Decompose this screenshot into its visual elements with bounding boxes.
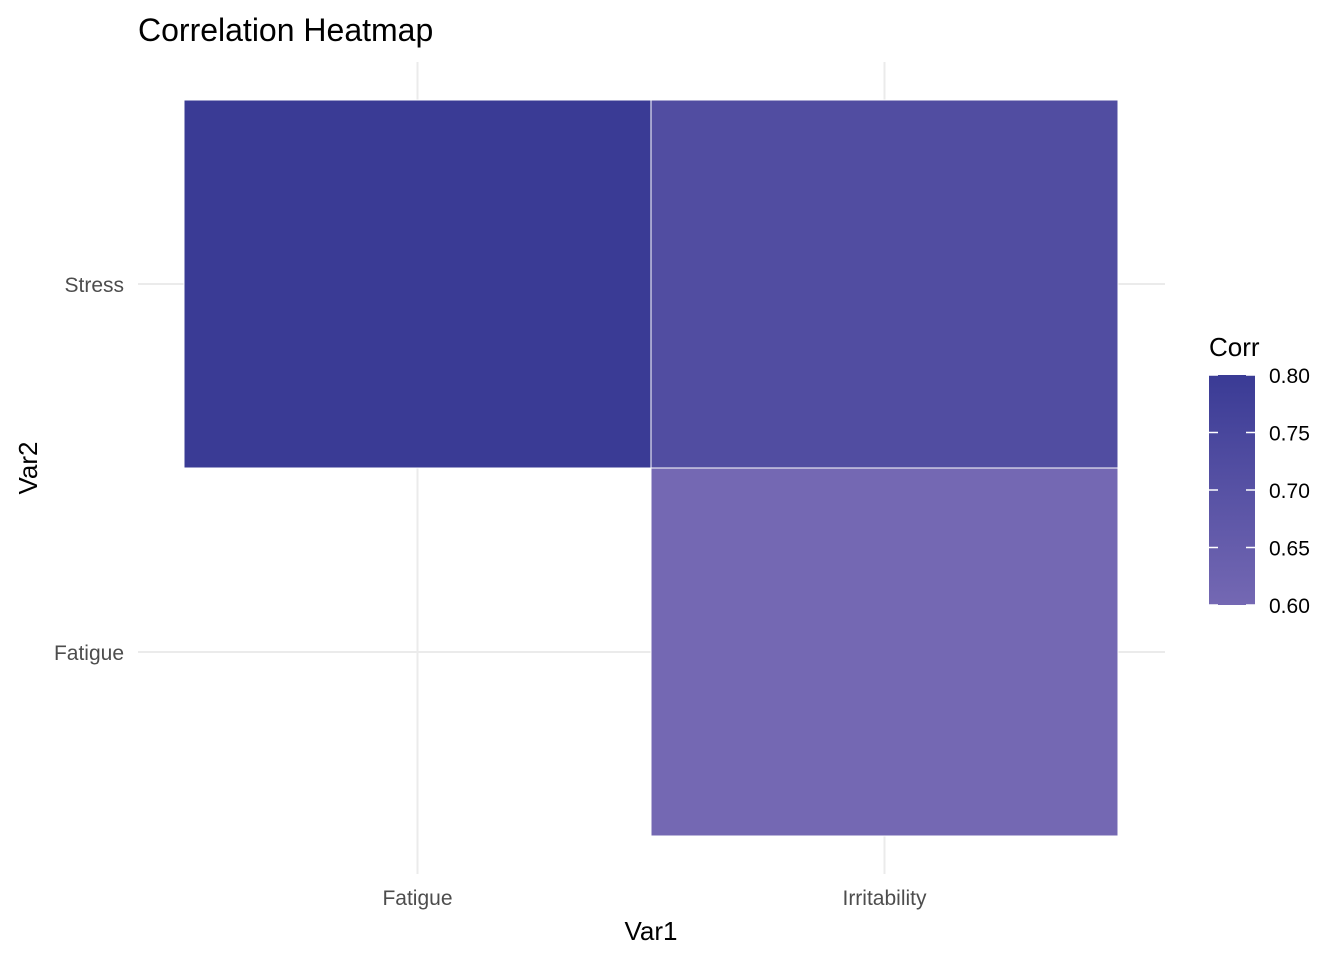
legend-label: 0.65 <box>1269 538 1310 561</box>
y-axis-tick-labels: Fatigue Stress <box>54 274 124 665</box>
x-axis-tick-labels: Fatigue Irritability <box>382 887 927 910</box>
legend-label: 0.60 <box>1269 595 1310 618</box>
legend-label: 0.75 <box>1269 423 1310 446</box>
y-tick-label: Fatigue <box>54 642 124 665</box>
x-tick-label: Irritability <box>842 887 927 910</box>
x-tick-label: Fatigue <box>382 887 452 910</box>
legend-label: 0.80 <box>1269 365 1310 388</box>
legend-ticks: 0.80 0.75 0.70 0.65 0.60 <box>1209 365 1310 618</box>
color-legend: Corr 0.80 0.75 0.70 0.65 0.60 <box>1209 332 1310 618</box>
chart-title: Correlation Heatmap <box>138 12 433 48</box>
heatmap-cell <box>183 99 652 469</box>
legend-title: Corr <box>1209 332 1260 362</box>
y-axis-title: Var2 <box>13 442 43 495</box>
x-axis-title: Var1 <box>625 916 678 946</box>
heatmap-cell <box>650 99 1119 469</box>
y-tick-label: Stress <box>64 274 124 297</box>
heatmap-cell <box>650 467 1119 837</box>
heatmap-cells <box>183 99 1119 837</box>
legend-label: 0.70 <box>1269 480 1310 503</box>
